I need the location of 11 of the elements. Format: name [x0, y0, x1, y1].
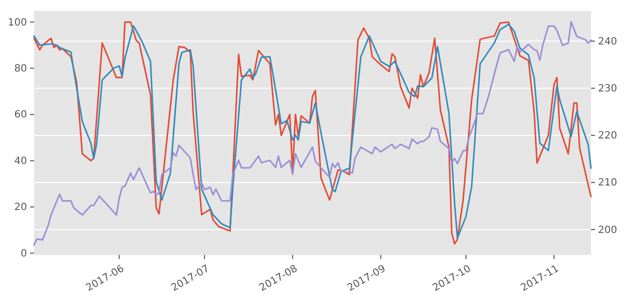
y-tick-label: 40 — [14, 156, 27, 167]
y2-tick-label: 200 — [598, 224, 618, 236]
y-tick-label: 60 — [14, 110, 27, 121]
y2-tick-label: 220 — [598, 130, 618, 142]
y-tick-label: 80 — [14, 64, 27, 75]
y2-tick-label: 240 — [598, 36, 618, 48]
y-tick-label: 0 — [20, 248, 27, 260]
y-tick-label: 100 — [8, 17, 27, 28]
y2-tick-label: 230 — [598, 83, 618, 94]
y2-tick-label: 210 — [598, 178, 618, 189]
y-tick-label: 20 — [14, 202, 27, 214]
